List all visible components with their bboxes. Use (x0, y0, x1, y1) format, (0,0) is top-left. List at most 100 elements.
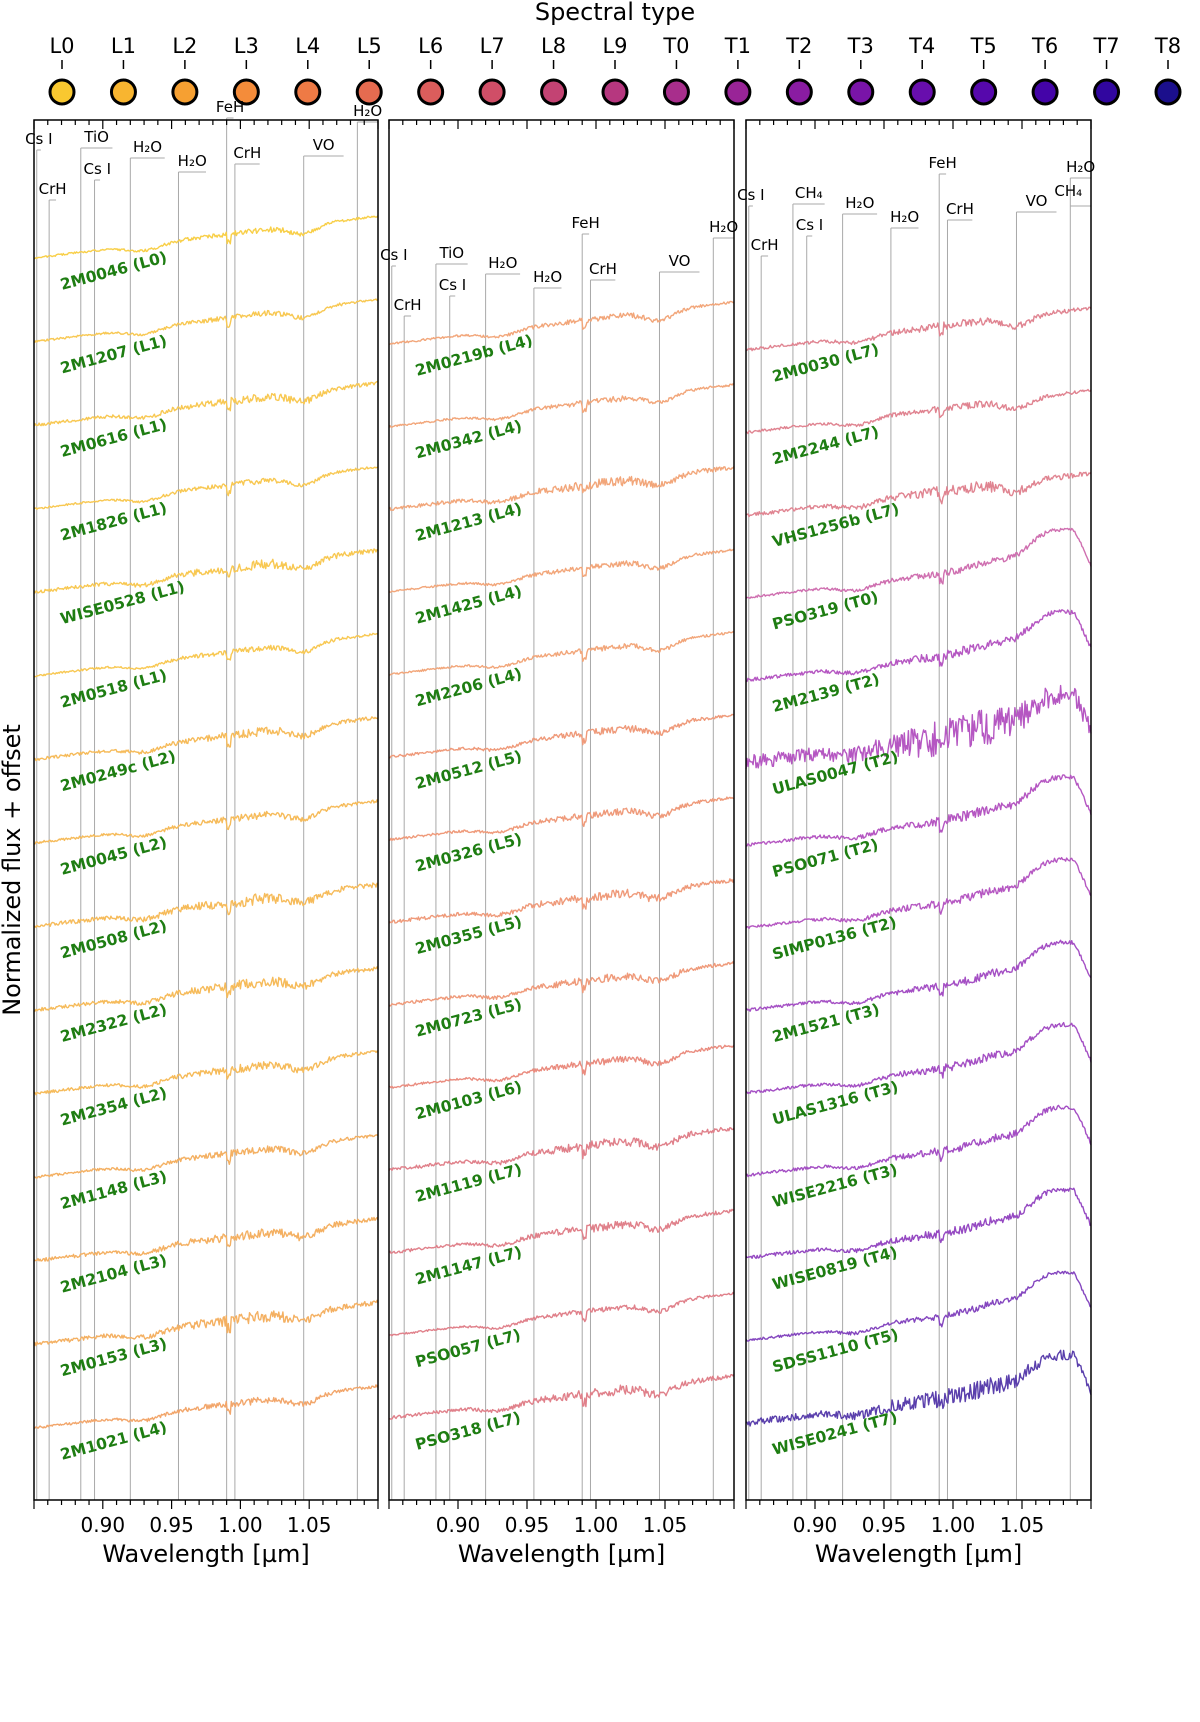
feature-label-h-o: H₂O (845, 194, 874, 212)
feature-label-cs-i: Cs I (737, 186, 764, 204)
spectra-panels: Cs I CrH TiO Cs I H₂O H₂O FeH CrH VO H₂O 2M0046 (L… (25, 98, 1095, 1568)
spectrum-2m2139-t2 (745, 609, 1092, 683)
spectral-type-marker-t4 (908, 78, 936, 106)
y-axis-label: Normalized flux + offset (0, 724, 26, 1016)
feature-label-ch4: CH₄ (1054, 182, 1082, 200)
spectrum-label-2m0512-l5: 2M0512 (L5) (413, 747, 524, 793)
spectrum-2m0030-l7 (745, 306, 1092, 352)
feature-label-cs-i: Cs I (380, 246, 407, 264)
spectrum-label-wise0528-l1: WISE0528 (L1) (58, 578, 186, 629)
spectrum-2m1207-l1 (33, 298, 379, 343)
spectral-type-label-l5: L5 (357, 34, 382, 58)
spectrum-label-2m0723-l5: 2M0723 (L5) (413, 995, 524, 1041)
panel-late-l-t: Cs I CrH CH₄ Cs I H₂O H₂O FeH CrH VO H₂O CH₄ 2M0030… (737, 119, 1095, 1568)
spectral-type-label-l7: L7 (480, 34, 505, 58)
spectral-type-label-l1: L1 (111, 34, 136, 58)
spectrum-2m0153-l3 (33, 1299, 379, 1347)
panel-frame (33, 119, 379, 1501)
spectrum-label-2m0616-l1: 2M0616 (L1) (58, 415, 169, 461)
spectrum-ulas0047-t2 (745, 684, 1092, 770)
feature-label-crh: CrH (233, 144, 261, 162)
spectrum-2m1425-l4 (388, 548, 735, 593)
feature-label-h-o: H₂O (1066, 158, 1095, 176)
spectrum-label-2m0355-l5: 2M0355 (L5) (413, 912, 524, 958)
spectrum-sdss1110-t5 (745, 1270, 1092, 1342)
panel-frame (388, 119, 735, 1501)
spectrum-label-2m0030-l7: 2M0030 (L7) (770, 340, 881, 386)
x-tick-label-1-05: 1.05 (287, 1513, 332, 1537)
spectral-type-marker-l1 (109, 78, 137, 106)
x-tick-label-1-05: 1.05 (1000, 1513, 1045, 1537)
spectral-type-marker-l9 (601, 78, 629, 106)
spectrum-2m1021-l4 (33, 1384, 379, 1430)
spectrum-2m0518-l1 (33, 632, 379, 678)
x-tick-label-1-00: 1.00 (574, 1513, 619, 1537)
feature-label-vo: VO (1026, 192, 1048, 210)
spectral-type-label-l9: L9 (602, 34, 627, 58)
spectrum-label-2m1119-l7: 2M1119 (L7) (413, 1160, 524, 1206)
spectrum-2m0046-l0 (33, 215, 379, 260)
spectrum-label-2m2244-l7: 2M2244 (L7) (770, 423, 881, 469)
x-tick-label-1-00: 1.00 (931, 1513, 976, 1537)
spectrum-label-2m2354-l2: 2M2354 (L2) (58, 1084, 169, 1130)
spectrum-2m0512-l5 (388, 713, 735, 759)
spectral-type-marker-l6 (417, 78, 445, 106)
x-tick-label-1-00: 1.00 (218, 1513, 263, 1537)
spectral-type-marker-t2 (785, 78, 813, 106)
spectral-type-marker-l5 (355, 78, 383, 106)
spectrum-2m1521-t3 (745, 939, 1092, 1012)
spectral-type-marker-t6 (1031, 78, 1059, 106)
spectrum-2m0508-l2 (33, 882, 379, 929)
spectral-type-label-t7: T7 (1092, 34, 1119, 58)
feature-label-crh: CrH (946, 200, 974, 218)
spectrum-label-sdss1110-t5: SDSS1110 (T5) (770, 1325, 900, 1376)
spectrum-label-2m2322-l2: 2M2322 (L2) (58, 1000, 169, 1046)
feature-label-cs-i: Cs I (439, 276, 466, 294)
spectrum-label-2m0342-l4: 2M0342 (L4) (413, 417, 524, 463)
spectrum-label-2m2139-t2: 2M2139 (T2) (770, 670, 881, 716)
spectral-type-marker-l8 (540, 78, 568, 106)
x-axis-label: Wavelength [µm] (458, 1540, 665, 1568)
x-tick-label-1-05: 1.05 (643, 1513, 688, 1537)
spectrum-2m0249c-l2 (34, 716, 379, 762)
spectral-type-marker-l3 (232, 78, 260, 106)
feature-label-tio: TiO (83, 128, 109, 146)
spectral-type-label-t3: T3 (847, 34, 874, 58)
spectrum-wise0528-l1 (33, 548, 379, 594)
spectrum-label-2m0103-l6: 2M0103 (L6) (413, 1078, 524, 1124)
spectrum-2m1213-l4 (388, 465, 735, 512)
spectrum-2m0723-l5 (388, 961, 735, 1007)
feature-label-crh: CrH (39, 180, 67, 198)
spectral-type-label-t5: T5 (970, 34, 997, 58)
spectrum-pso057-l7 (388, 1291, 735, 1337)
spectrum-2m2322-l2 (33, 966, 379, 1012)
spectral-type-marker-l7 (478, 78, 506, 106)
spectrum-label-wise2216-t3: WISE2216 (T3) (770, 1161, 899, 1212)
x-axis-label: Wavelength [µm] (102, 1540, 309, 1568)
x-axis-label: Wavelength [µm] (815, 1540, 1022, 1568)
spectrum-vhs1256b-l7 (745, 471, 1092, 518)
spectrum-wise0241-t7 (745, 1349, 1092, 1427)
spectral-type-label-l6: L6 (418, 34, 443, 58)
spectral-type-label-t4: T4 (908, 34, 935, 58)
feature-label-feh: FeH (571, 214, 599, 232)
spectral-type-marker-l4 (294, 78, 322, 106)
x-tick-label-0-95: 0.95 (862, 1513, 907, 1537)
spectrum-label-2m0046-l0: 2M0046 (L0) (58, 248, 169, 294)
spectrum-label-pso319-t0: PSO319 (T0) (770, 588, 880, 634)
spectral-type-label-l3: L3 (234, 34, 259, 58)
spectrum-2m2206-l4 (388, 631, 735, 676)
feature-label-h-o: H₂O (709, 218, 738, 236)
x-tick-label-0-90: 0.90 (81, 1513, 126, 1537)
spectral-type-label-l2: L2 (172, 34, 197, 58)
feature-label-tio: TiO (438, 244, 464, 262)
spectrum-label-2m1826-l1: 2M1826 (L1) (58, 499, 169, 545)
spectrum-label-2m1021-l4: 2M1021 (L4) (58, 1418, 169, 1464)
spectrum-pso318-l7 (388, 1373, 735, 1420)
spectral-type-label-t6: T6 (1031, 34, 1058, 58)
feature-label-h-o: H₂O (178, 152, 207, 170)
spectrum-pso319-t0 (745, 527, 1092, 599)
spectral-type-label-t2: T2 (785, 34, 812, 58)
spectrum-ulas1316-t3 (745, 1021, 1092, 1095)
